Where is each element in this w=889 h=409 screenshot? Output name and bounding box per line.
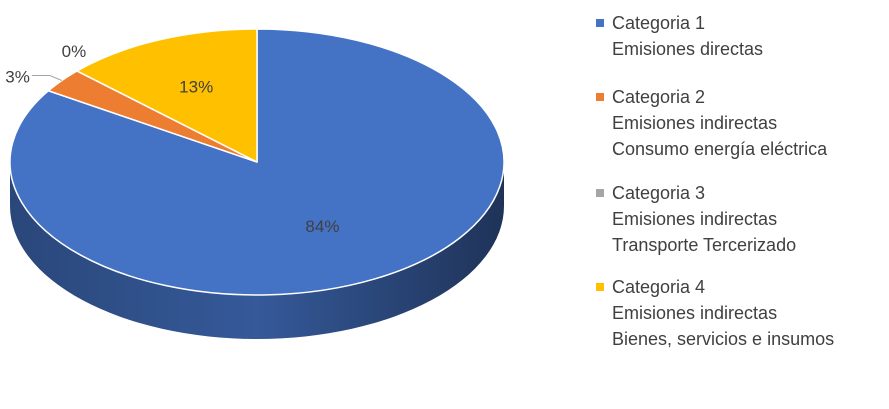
legend-desc: Transporte Tercerizado xyxy=(612,235,797,255)
legend-desc: Bienes, servicios e insumos xyxy=(612,329,835,349)
legend-desc: Emisiones directas xyxy=(612,39,764,59)
legend-desc: Emisiones indirectas xyxy=(612,303,778,323)
legend-swatch-categoria-4 xyxy=(596,283,604,291)
legend-label: Categoria 3 xyxy=(612,183,706,203)
legend-desc: Emisiones indirectas xyxy=(612,113,778,133)
data-label-4: 13% xyxy=(179,77,213,96)
legend-swatch-categoria-2 xyxy=(596,93,604,101)
leader-line-2 xyxy=(31,74,63,81)
legend-label: Categoria 2 xyxy=(612,87,706,107)
legend-label: Categoria 4 xyxy=(612,277,706,297)
data-label-3: 0% xyxy=(62,42,87,61)
legend-desc: Emisiones indirectas xyxy=(612,209,778,229)
legend-swatch-categoria-1 xyxy=(596,19,604,27)
pie-chart-plot: 84% 3% 0% 13% xyxy=(5,28,505,339)
legend-item-categoria-2: Categoria 2 Emisiones indirectas Consumo… xyxy=(596,84,886,162)
legend-item-categoria-3: Categoria 3 Emisiones indirectas Transpo… xyxy=(596,180,886,258)
pie-slice-4 xyxy=(76,28,258,163)
data-label-2: 3% xyxy=(5,67,30,86)
chart-legend: Categoria 1 Emisiones directas Categoria… xyxy=(596,10,886,374)
legend-desc: Consumo energía eléctrica xyxy=(612,139,828,159)
pie-side-1 xyxy=(10,162,504,339)
legend-item-categoria-4: Categoria 4 Emisiones indirectas Bienes,… xyxy=(596,274,886,352)
legend-swatch-categoria-3 xyxy=(596,189,604,197)
legend-item-categoria-1: Categoria 1 Emisiones directas xyxy=(596,10,886,62)
legend-label: Categoria 1 xyxy=(612,13,706,33)
data-label-1: 84% xyxy=(305,217,339,236)
